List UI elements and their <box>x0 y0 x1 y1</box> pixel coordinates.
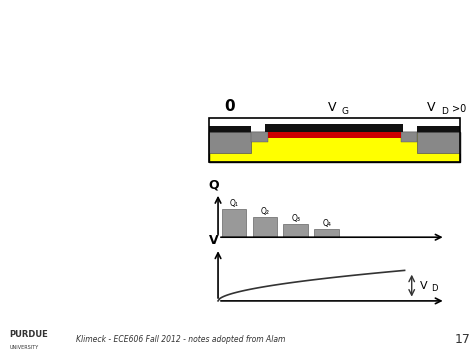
Text: ncn: ncn <box>19 6 44 20</box>
Text: V: V <box>209 234 218 247</box>
Text: D: D <box>441 107 448 116</box>
Bar <box>253 217 277 237</box>
Text: Klimeck - ECE606 Fall 2012 - notes adopted from Alam: Klimeck - ECE606 Fall 2012 - notes adopt… <box>76 334 285 344</box>
Text: Q₁: Q₁ <box>230 198 238 208</box>
Bar <box>401 132 417 142</box>
Bar <box>417 132 460 153</box>
Bar <box>265 124 403 132</box>
Text: 0: 0 <box>225 99 235 114</box>
Text: V: V <box>427 101 436 114</box>
Text: 17: 17 <box>455 333 471 345</box>
Text: Q: Q <box>208 179 219 191</box>
Bar <box>222 209 246 237</box>
Text: V: V <box>420 281 428 291</box>
Text: Square Law Theory: Square Law Theory <box>253 13 465 33</box>
Bar <box>268 132 401 138</box>
Text: Q₄: Q₄ <box>322 219 331 228</box>
Text: nanoHUB.org: nanoHUB.org <box>19 31 61 36</box>
Bar <box>209 132 460 163</box>
Bar <box>314 229 339 237</box>
Text: D: D <box>431 284 438 293</box>
Bar <box>283 224 308 237</box>
Text: PURDUE: PURDUE <box>9 330 48 339</box>
Bar <box>209 132 251 153</box>
Bar <box>251 132 268 142</box>
Bar <box>209 118 460 163</box>
Text: Q₂: Q₂ <box>261 207 269 216</box>
Text: G: G <box>341 107 348 116</box>
Text: UNIVERSITY: UNIVERSITY <box>9 344 39 350</box>
Text: V: V <box>328 101 336 114</box>
Bar <box>417 126 460 132</box>
Bar <box>209 126 251 132</box>
Text: >0: >0 <box>452 104 466 114</box>
Text: Q₃: Q₃ <box>292 214 300 223</box>
